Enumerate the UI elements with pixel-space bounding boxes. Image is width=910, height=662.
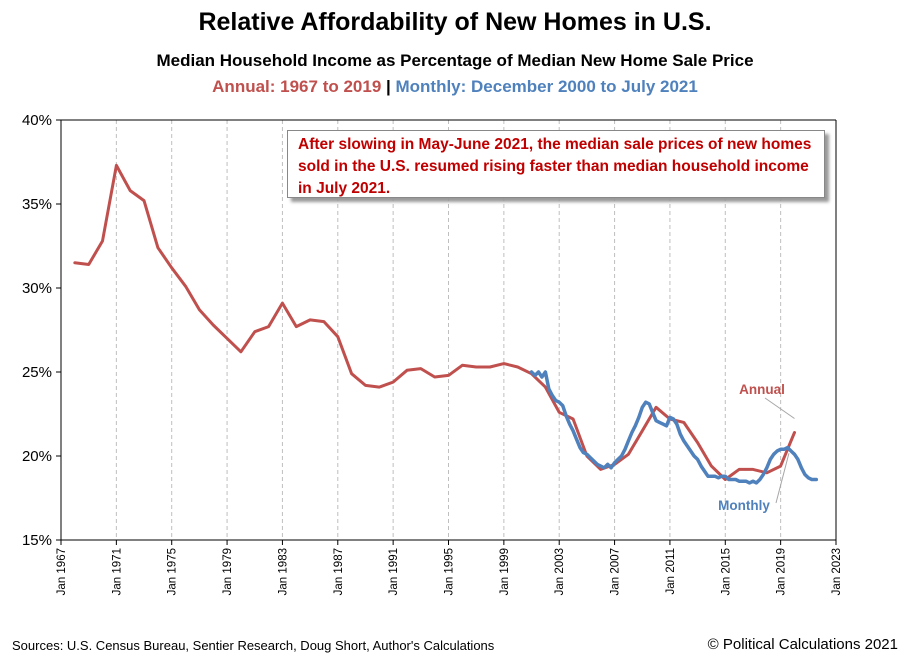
x-tick-label: Jan 2011 (665, 548, 677, 594)
x-tick-label: Jan 1967 (56, 548, 68, 595)
x-tick-label: Jan 1979 (222, 548, 234, 595)
x-tick-label: Jan 1975 (167, 548, 179, 595)
annotation-box: After slowing in May-June 2021, the medi… (287, 130, 825, 198)
chart-subtitle: Median Household Income as Percentage of… (156, 51, 754, 70)
series-separator: | (381, 77, 396, 96)
y-tick-label: 25% (22, 364, 52, 381)
annual-series-label: Annual (739, 382, 785, 397)
x-tick-label: Jan 2007 (610, 548, 622, 595)
chart-title: Relative Affordability of New Homes in U… (198, 8, 712, 36)
x-tick-label: Jan 1971 (111, 548, 123, 595)
monthly-series-label: Monthly (718, 498, 770, 513)
y-tick-label: 15% (22, 532, 52, 549)
x-tick-label: Jan 1987 (333, 548, 345, 595)
x-tick-label: Jan 2019 (776, 548, 788, 595)
y-tick-label: 40% (22, 112, 52, 129)
annual-range-label: Annual: 1967 to 2019 (212, 77, 382, 96)
series-description: Annual: 1967 to 2019 | Monthly: December… (0, 77, 910, 97)
x-tick-label: Jan 1983 (277, 548, 289, 595)
x-tick-label: Jan 1999 (499, 548, 511, 595)
y-tick-label: 20% (22, 448, 52, 465)
series-line-annual (73, 163, 796, 481)
monthly-range-label: Monthly: December 2000 to July 2021 (395, 77, 698, 96)
sources-note: Sources: U.S. Census Bureau, Sentier Res… (12, 638, 495, 653)
y-tick-label: 35% (22, 196, 52, 213)
x-tick-label: Jan 2003 (554, 548, 566, 595)
x-tick-label: Jan 2015 (720, 548, 732, 595)
monthly-leader-line (775, 453, 790, 504)
series-line-monthly (529, 370, 819, 485)
x-tick-label: Jan 2023 (831, 548, 843, 595)
x-tick-label: Jan 1991 (388, 548, 400, 595)
y-tick-label: 30% (22, 280, 52, 297)
x-tick-label: Jan 1995 (444, 548, 456, 595)
copyright-note: © Political Calculations 2021 (707, 636, 898, 653)
annual-leader-line (764, 397, 795, 419)
